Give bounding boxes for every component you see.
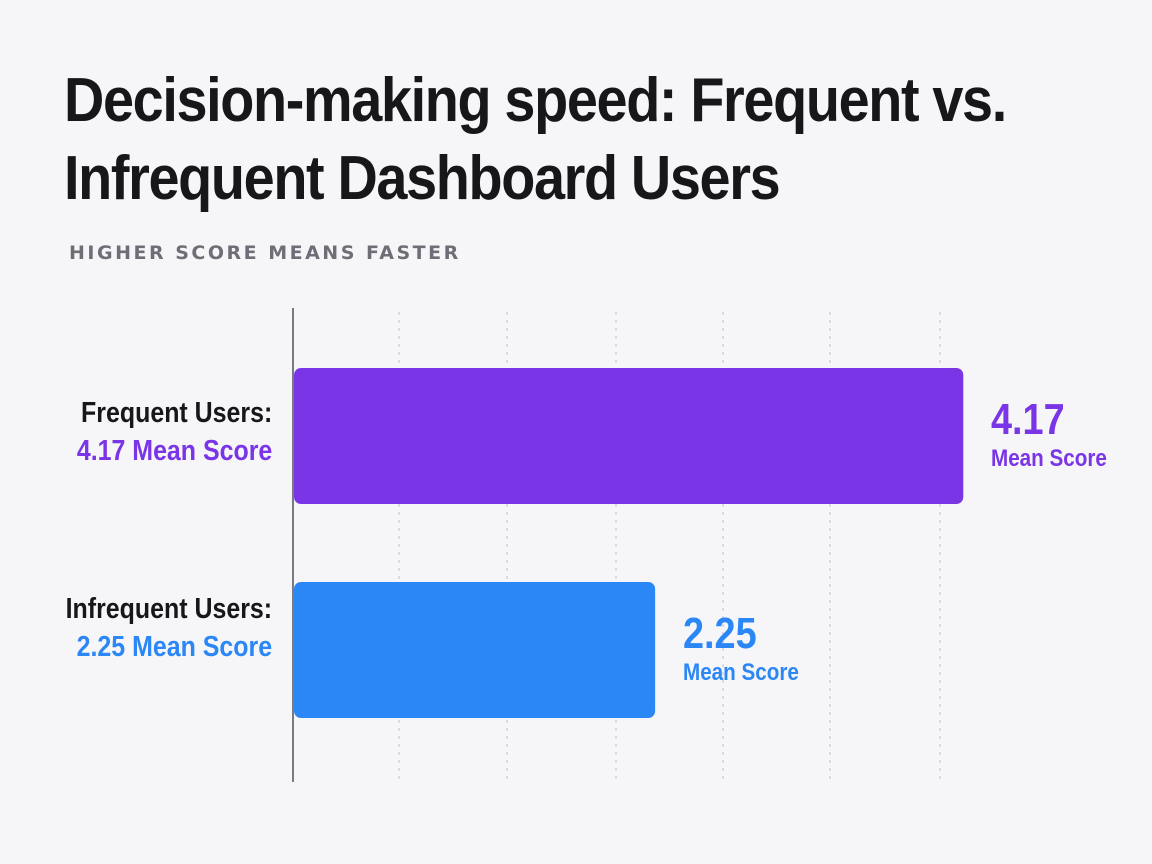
grid-lines	[398, 312, 941, 780]
bar-infrequent	[294, 582, 656, 718]
category-name-frequent: Frequent Users:	[80, 397, 272, 429]
data-label-value-frequent: 4.17	[991, 395, 1065, 444]
data-label-unit-frequent: Mean Score	[991, 445, 1108, 472]
bars	[294, 368, 964, 718]
chart-subtitle: HIGHER SCORE MEANS FASTER	[69, 242, 461, 264]
category-score-frequent: 4.17 Mean Score	[76, 435, 272, 467]
category-label-frequent: Frequent Users: 4.17 Mean Score	[77, 394, 272, 470]
category-name-infrequent: Infrequent Users:	[65, 593, 272, 625]
category-label-infrequent: Infrequent Users: 2.25 Mean Score	[66, 590, 272, 666]
chart-title: Decision-making speed: Frequent vs. Infr…	[64, 66, 1007, 213]
data-label-infrequent: 2.25 Mean Score	[683, 610, 799, 688]
bar-frequent	[294, 368, 964, 504]
data-label-value-infrequent: 2.25	[683, 609, 757, 658]
category-score-infrequent: 2.25 Mean Score	[76, 631, 272, 663]
data-label-frequent: 4.17 Mean Score	[991, 396, 1107, 474]
data-label-unit-infrequent: Mean Score	[683, 659, 799, 686]
